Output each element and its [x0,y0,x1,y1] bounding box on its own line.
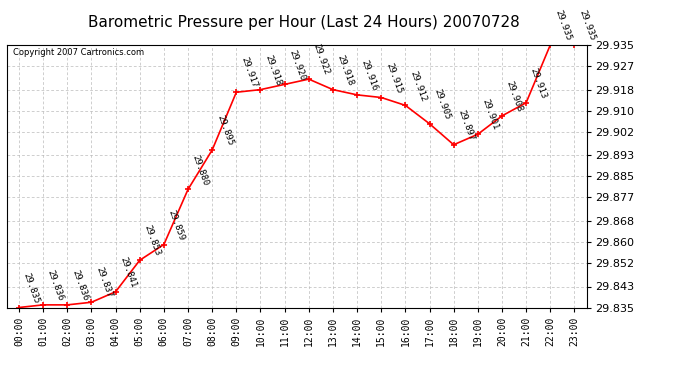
Text: 29.913: 29.913 [529,67,549,100]
Text: 29.912: 29.912 [408,69,428,103]
Text: 29.836: 29.836 [70,269,90,302]
Text: 29.922: 29.922 [312,43,331,76]
Text: Barometric Pressure per Hour (Last 24 Hours) 20070728: Barometric Pressure per Hour (Last 24 Ho… [88,15,520,30]
Text: 29.935: 29.935 [578,9,597,42]
Text: 29.918: 29.918 [264,54,283,87]
Text: 29.853: 29.853 [143,224,162,258]
Text: 29.901: 29.901 [481,98,500,132]
Text: 29.905: 29.905 [433,88,452,121]
Text: 29.915: 29.915 [384,62,404,95]
Text: 29.916: 29.916 [360,59,380,92]
Text: 29.897: 29.897 [457,109,476,142]
Text: 29.880: 29.880 [191,153,210,187]
Text: 29.836: 29.836 [46,269,66,302]
Text: 29.920: 29.920 [288,48,307,82]
Text: 29.917: 29.917 [239,56,259,90]
Text: Copyright 2007 Cartronics.com: Copyright 2007 Cartronics.com [12,48,144,57]
Text: 29.908: 29.908 [505,80,524,113]
Text: 29.859: 29.859 [167,209,186,242]
Text: 29.935: 29.935 [553,9,573,42]
Text: 29.835: 29.835 [22,272,41,305]
Text: 29.918: 29.918 [336,54,355,87]
Text: 29.837: 29.837 [95,266,114,300]
Text: 29.895: 29.895 [215,114,235,147]
Text: 29.841: 29.841 [119,256,138,289]
